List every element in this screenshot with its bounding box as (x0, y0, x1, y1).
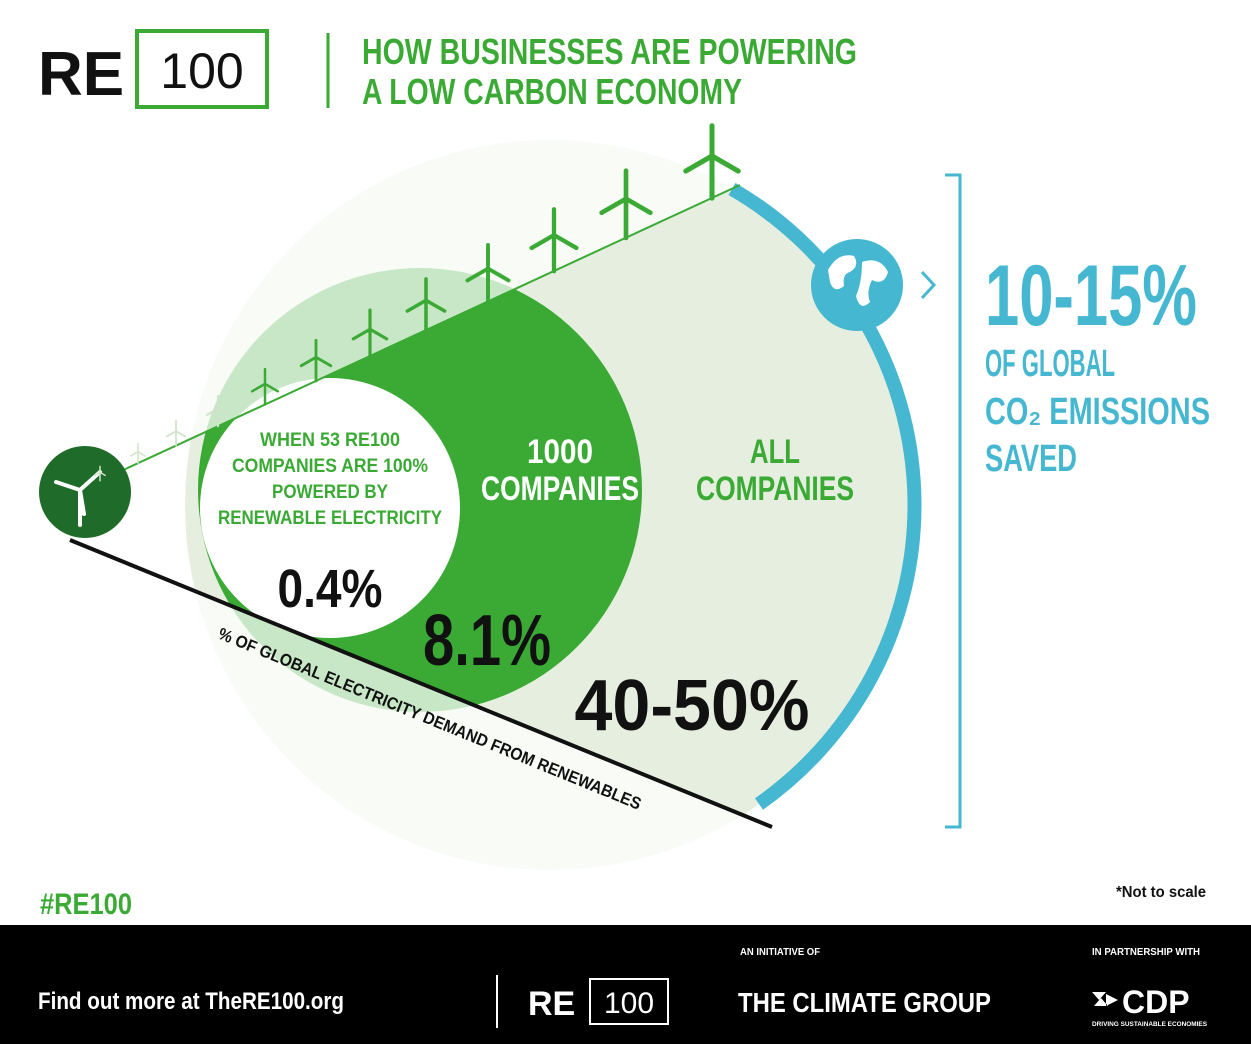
fade-bottom (30, 540, 780, 890)
hashtag: #RE100 (40, 888, 132, 921)
logo-num: 100 (160, 43, 243, 99)
partner-label: IN PARTNERSHIP WITH (1092, 947, 1200, 958)
inner-value: 0.4% (278, 559, 383, 619)
cdp-icon (1092, 992, 1118, 1006)
chevron (920, 270, 937, 300)
footer-logo-re: RE (528, 985, 575, 1023)
turbine-badge (39, 446, 131, 538)
turbine (599, 168, 653, 241)
globe-land (828, 255, 888, 306)
initiative-label: AN INITIATIVE OF (740, 947, 820, 958)
partner-tagline: DRIVING SUSTAINABLE ECONOMIES (1092, 1022, 1207, 1028)
turbine (94, 465, 106, 482)
turbine (351, 308, 389, 358)
middle-value: 8.1% (423, 601, 551, 681)
savings-label: SAVED (985, 438, 1077, 480)
savings-label: CO₂ EMISSIONS (985, 391, 1210, 433)
turbine (683, 123, 741, 201)
inner-label: RENEWABLE ELECTRICITY (218, 508, 442, 529)
inner-label: COMPANIES ARE 100% (232, 456, 428, 477)
turbine (205, 395, 231, 428)
initiative: THE CLIMATE GROUP (738, 987, 991, 1018)
logo-box (135, 29, 269, 109)
note: *Not to scale (1116, 884, 1206, 901)
top-line (79, 184, 741, 491)
partner: CDP (1122, 984, 1190, 1020)
savings-label: OF GLOBAL (985, 343, 1115, 385)
bottom-line (69, 538, 773, 829)
outer-value: 40-50% (575, 666, 810, 746)
inner-label: POWERED BY (272, 482, 388, 503)
turbine (250, 367, 280, 406)
turbine (130, 442, 146, 464)
outer-label: ALL (750, 433, 800, 471)
footer-link[interactable]: Find out more at TheRE100.org (38, 988, 344, 1015)
footer (0, 925, 1251, 1044)
turbine (405, 277, 447, 333)
title-line: HOW BUSINESSES ARE POWERING (362, 31, 857, 72)
turbine (529, 207, 579, 274)
inner-label: WHEN 53 RE100 (260, 430, 400, 451)
bracket (945, 173, 962, 829)
title-line: A LOW CARBON ECONOMY (362, 71, 742, 112)
diagram (30, 120, 922, 890)
blue-arc (728, 182, 922, 810)
outer-label: COMPANIES (696, 470, 854, 508)
footer-logo-num: 100 (604, 987, 654, 1020)
turbine (465, 243, 511, 304)
middle-label: COMPANIES (481, 470, 639, 508)
logo-re: RE (38, 40, 124, 109)
footer-logo-box (589, 978, 669, 1025)
turbine (166, 419, 186, 447)
middle-label: 1000 (527, 433, 593, 471)
savings-value: 10-15% (985, 248, 1197, 344)
inner-circle (200, 378, 460, 638)
turbine (299, 338, 333, 383)
globe (811, 239, 903, 331)
